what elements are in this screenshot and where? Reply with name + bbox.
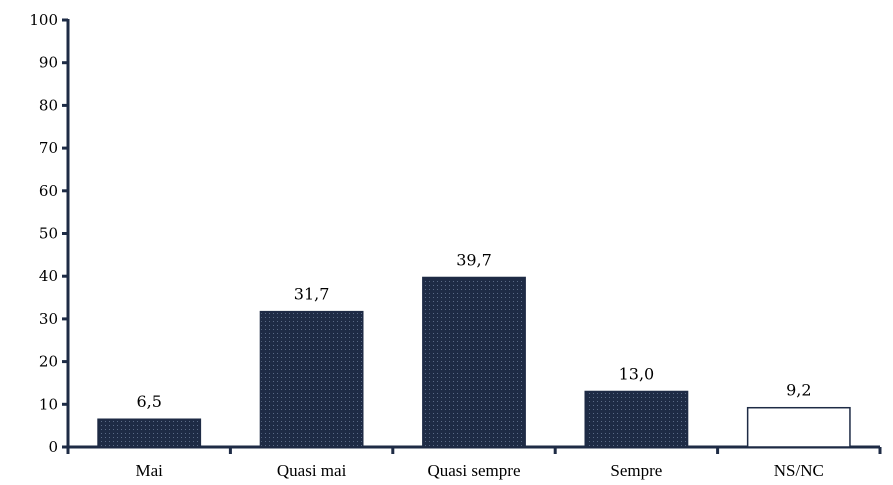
y-tick-label: 20 [39,353,58,371]
x-tick-label: Mai [136,461,164,480]
bar-ns-nc [746,406,851,448]
bar-sempre [584,390,689,448]
x-axis: Mai Quasi mai Quasi sempre Sempre NS/NC [64,445,882,480]
x-tick-label: NS/NC [774,461,824,480]
x-tick-label: Quasi sempre [427,461,520,480]
y-tick-label: 90 [39,54,58,72]
bar-quasi-sempre [422,276,526,448]
data-label: 6,5 [136,392,161,411]
bars [97,276,851,448]
bar-quasi-mai [259,310,364,448]
y-tick-label: 30 [39,310,58,328]
y-tick-label: 80 [39,96,58,114]
data-labels: 6,5 31,7 39,7 13,0 9,2 [136,250,811,411]
y-tick-label: 40 [39,267,58,285]
y-tick-label: 70 [39,139,58,157]
x-tick-label: Quasi mai [277,461,347,480]
data-label: 31,7 [294,285,330,304]
bar-mai [97,418,202,448]
y-tick-label: 100 [29,11,58,29]
y-tick-label: 60 [39,182,58,200]
y-tick-label: 0 [48,438,58,456]
data-label: 39,7 [456,250,492,269]
data-label: 13,0 [619,364,655,383]
x-tick-label: Sempre [610,461,662,480]
y-axis: 0 10 20 30 40 50 60 70 80 90 100 [29,11,70,456]
y-tick-label: 50 [39,225,58,243]
data-label: 9,2 [786,381,811,400]
y-tick-label: 10 [39,395,58,413]
